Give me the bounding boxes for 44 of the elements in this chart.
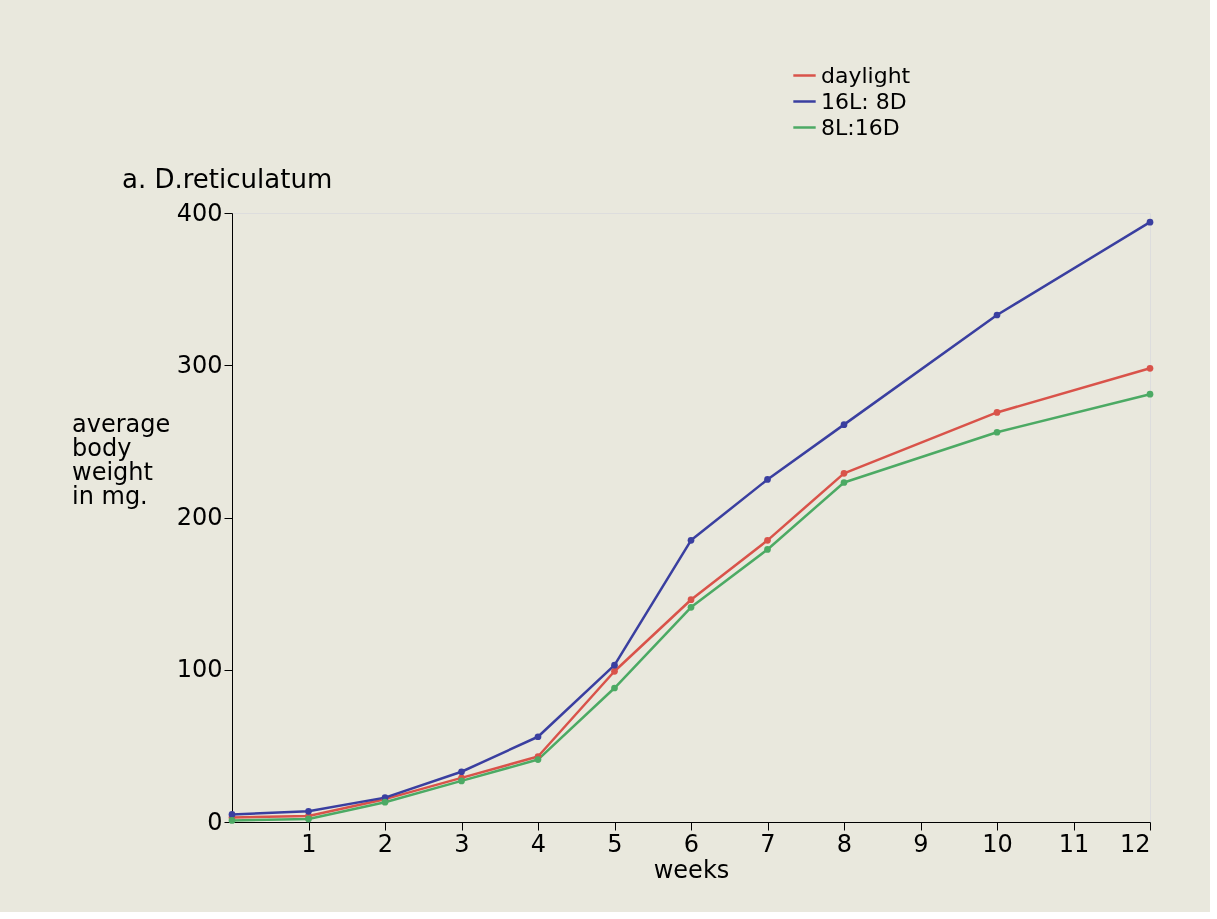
point bbox=[1146, 390, 1154, 398]
x-tick-label: 5 bbox=[607, 829, 623, 858]
point bbox=[611, 661, 618, 669]
x-tick-label: 10 bbox=[982, 829, 1013, 858]
point bbox=[687, 603, 695, 611]
y-tick-label: 300 bbox=[176, 350, 223, 379]
x-tick-label: 2 bbox=[377, 829, 394, 858]
legend-label: daylight bbox=[821, 62, 911, 88]
x-tick-label: 1 bbox=[301, 829, 317, 858]
point bbox=[993, 409, 1001, 416]
point bbox=[764, 476, 771, 483]
x-tick-label: 4 bbox=[530, 829, 547, 858]
y-tick-label: 200 bbox=[176, 503, 223, 531]
x-tick-label: 8 bbox=[836, 829, 853, 858]
point bbox=[534, 733, 542, 741]
point bbox=[305, 808, 312, 815]
x-tick-label: 9 bbox=[913, 829, 929, 858]
point bbox=[993, 428, 1001, 436]
point bbox=[840, 421, 848, 428]
x-tick-label: 12 bbox=[1119, 829, 1151, 858]
legend-label: 8L:16D bbox=[821, 114, 900, 140]
point bbox=[840, 470, 848, 477]
point bbox=[993, 311, 1001, 319]
y-tick-label: 0 bbox=[207, 807, 223, 836]
point bbox=[458, 768, 465, 776]
point bbox=[687, 596, 695, 604]
x-tick-label: 3 bbox=[454, 829, 470, 858]
point bbox=[764, 546, 771, 553]
point bbox=[1146, 364, 1154, 372]
x-tick-label: 11 bbox=[1058, 829, 1090, 858]
x-tick-label: 6 bbox=[683, 829, 700, 858]
point bbox=[1146, 218, 1154, 226]
y-tick-label: 100 bbox=[176, 655, 223, 684]
point bbox=[611, 684, 618, 692]
chart-title: a. D.reticulatum bbox=[122, 164, 333, 194]
x-tick-label: 7 bbox=[760, 829, 776, 858]
point bbox=[611, 667, 618, 675]
y-tick-label: 400 bbox=[176, 198, 223, 227]
point bbox=[764, 536, 771, 544]
point bbox=[687, 536, 695, 544]
point bbox=[840, 479, 848, 486]
x-axis-title: weeks bbox=[653, 855, 730, 884]
legend-label: 16L: 8D bbox=[821, 88, 907, 114]
y-axis-title: average body weight in mg. bbox=[72, 410, 171, 510]
